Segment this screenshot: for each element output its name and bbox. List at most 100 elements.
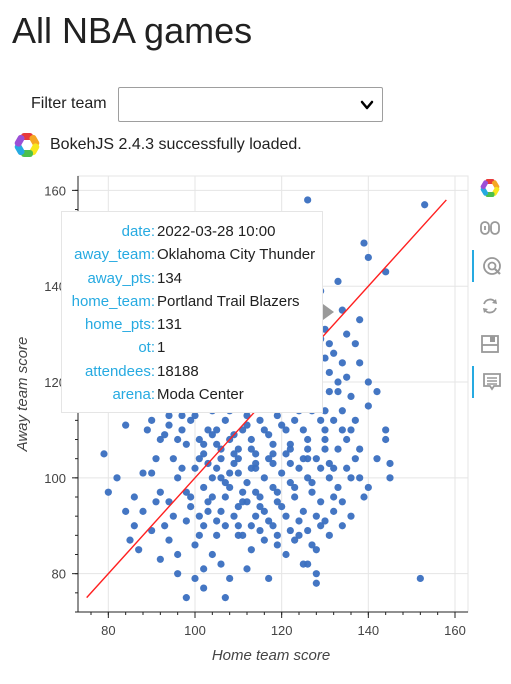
- save-tool-button[interactable]: [472, 328, 506, 360]
- data-point: [178, 411, 186, 420]
- data-point: [338, 498, 346, 506]
- data-point: [334, 378, 342, 386]
- bokeh-status-message: BokehJS 2.4.3 successfully loaded.: [50, 136, 302, 153]
- data-point: [126, 536, 134, 544]
- pan-tool-button[interactable]: [472, 212, 506, 244]
- data-point: [234, 469, 242, 477]
- tooltip-value: Moda Center: [157, 386, 244, 404]
- data-point: [148, 469, 156, 477]
- y-tick-label: 160: [44, 183, 66, 198]
- wheel-zoom-tool-button[interactable]: [472, 250, 508, 282]
- data-point: [234, 445, 242, 453]
- data-point: [252, 459, 260, 468]
- tooltip-key: date:: [121, 223, 155, 240]
- data-point: [325, 531, 333, 539]
- data-point: [291, 483, 299, 492]
- data-point: [291, 536, 299, 544]
- data-point: [122, 421, 130, 429]
- data-point: [256, 526, 264, 535]
- x-tick-label: 120: [271, 623, 293, 638]
- data-point: [347, 512, 355, 520]
- x-axis-label: Home team score: [212, 647, 330, 664]
- data-point: [230, 459, 238, 468]
- data-point: [100, 450, 108, 458]
- reset-icon: [483, 298, 497, 314]
- data-point: [386, 459, 394, 468]
- data-point: [230, 512, 238, 520]
- data-point: [182, 517, 190, 525]
- data-point: [148, 416, 156, 424]
- data-point: [265, 574, 273, 583]
- data-point: [351, 416, 359, 424]
- data-point: [304, 526, 312, 535]
- data-point: [291, 416, 299, 424]
- data-point: [213, 517, 221, 525]
- filter-team-select[interactable]: [118, 87, 383, 122]
- data-point: [208, 431, 216, 439]
- tooltip-row-attendees: attendees: 18188: [62, 360, 322, 383]
- data-point: [260, 536, 268, 544]
- data-point: [338, 407, 346, 415]
- data-point: [243, 565, 251, 573]
- data-point: [364, 378, 372, 386]
- data-point: [286, 479, 294, 487]
- data-point: [204, 498, 212, 506]
- tooltip-key: arena:: [112, 386, 155, 404]
- toolbar-logo[interactable]: [472, 172, 506, 204]
- data-point: [139, 507, 147, 515]
- data-point: [226, 574, 234, 583]
- data-point: [299, 455, 307, 463]
- data-point: [247, 522, 255, 530]
- reset-tool-button[interactable]: [472, 290, 506, 322]
- data-point: [247, 546, 255, 554]
- data-point: [217, 455, 225, 463]
- data-point: [113, 474, 121, 482]
- data-point: [325, 368, 333, 377]
- data-point: [282, 450, 290, 458]
- data-point: [135, 546, 143, 554]
- data-point: [239, 531, 247, 539]
- hover-tool-button[interactable]: [472, 366, 508, 398]
- data-point: [195, 455, 203, 463]
- data-point: [382, 435, 390, 444]
- chevron-down-icon: [360, 100, 374, 110]
- data-point: [265, 431, 273, 439]
- data-point: [286, 526, 294, 535]
- tooltip-key: away_pts:: [87, 269, 155, 287]
- data-point: [386, 474, 394, 482]
- tooltip-key: home_team:: [71, 292, 155, 310]
- data-point: [269, 450, 277, 458]
- data-point: [122, 507, 130, 515]
- data-point: [221, 522, 229, 530]
- data-point: [156, 488, 164, 496]
- data-point: [308, 541, 316, 549]
- data-point: [312, 570, 320, 578]
- save-icon: [481, 335, 499, 353]
- data-point: [208, 474, 216, 482]
- data-point: [321, 426, 329, 434]
- tooltip-value: 18188: [157, 362, 199, 380]
- data-point: [152, 498, 160, 506]
- data-point: [200, 440, 208, 448]
- data-point: [304, 445, 312, 453]
- pan-icon: [480, 221, 500, 235]
- data-point: [304, 435, 312, 444]
- data-point: [343, 373, 351, 381]
- tooltip-row-away-team: away_team: Oklahoma City Thunder: [62, 243, 322, 266]
- data-point: [156, 555, 164, 563]
- data-point: [269, 483, 277, 492]
- tooltip-value: Portland Trail Blazers: [157, 292, 300, 310]
- data-point: [330, 493, 338, 501]
- y-tick-label: 100: [44, 471, 66, 486]
- data-point: [347, 426, 355, 434]
- y-tick-label: 120: [44, 375, 66, 390]
- x-tick-label: 80: [101, 623, 115, 638]
- data-point: [200, 483, 208, 492]
- data-point: [139, 469, 147, 477]
- data-point: [317, 464, 325, 472]
- data-point: [295, 531, 303, 539]
- data-point: [338, 426, 346, 434]
- data-point: [321, 517, 329, 525]
- data-point: [308, 479, 316, 487]
- data-point: [338, 359, 346, 367]
